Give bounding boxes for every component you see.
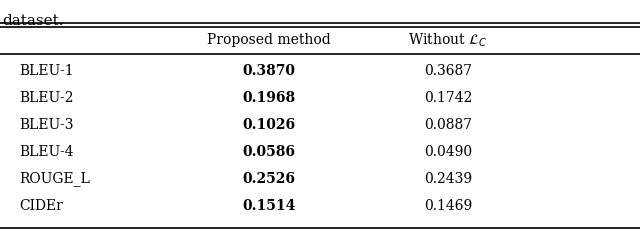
Text: CIDEr: CIDEr	[19, 199, 63, 213]
Text: Without $\mathcal{L}_C$: Without $\mathcal{L}_C$	[408, 31, 488, 49]
Text: BLEU-1: BLEU-1	[19, 64, 74, 78]
Text: Proposed method: Proposed method	[207, 33, 331, 47]
Text: BLEU-3: BLEU-3	[19, 118, 74, 132]
Text: BLEU-4: BLEU-4	[19, 145, 74, 159]
Text: 0.1968: 0.1968	[242, 91, 296, 105]
Text: 0.1742: 0.1742	[424, 91, 472, 105]
Text: 0.1469: 0.1469	[424, 199, 472, 213]
Text: 0.2526: 0.2526	[243, 172, 295, 186]
Text: BLEU-2: BLEU-2	[19, 91, 74, 105]
Text: 0.0887: 0.0887	[424, 118, 472, 132]
Text: 0.1026: 0.1026	[242, 118, 296, 132]
Text: dataset.: dataset.	[2, 14, 63, 28]
Text: 0.0586: 0.0586	[243, 145, 295, 159]
Text: 0.1514: 0.1514	[242, 199, 296, 213]
Text: ROUGE_L: ROUGE_L	[19, 172, 90, 186]
Text: 0.2439: 0.2439	[424, 172, 472, 186]
Text: 0.3870: 0.3870	[243, 64, 295, 78]
Text: 0.0490: 0.0490	[424, 145, 472, 159]
Text: 0.3687: 0.3687	[424, 64, 472, 78]
